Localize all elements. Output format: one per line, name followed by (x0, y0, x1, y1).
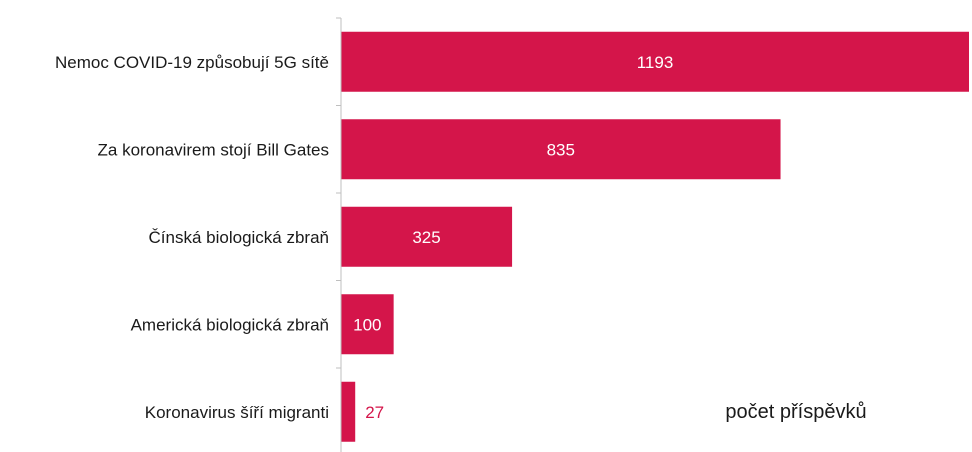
axis-annotation: počet příspěvků (725, 401, 866, 423)
bar (341, 381, 356, 442)
value-label: 27 (365, 403, 384, 422)
bar (341, 206, 513, 267)
category-label: Nemoc COVID-19 způsobují 5G sítě (55, 53, 329, 72)
category-labels-group: Nemoc COVID-19 způsobují 5G sítě Za koron… (55, 53, 329, 422)
bar (341, 31, 969, 92)
category-label: Čínská biologická zbraň (149, 228, 329, 247)
value-label: 1193 (637, 53, 674, 72)
value-label: 325 (412, 228, 440, 247)
category-label: Koronavirus šíří migranti (145, 403, 329, 422)
category-label: Za koronavirem stojí Bill Gates (98, 140, 329, 159)
category-label: Americká biologická zbraň (131, 315, 329, 334)
bar (341, 294, 394, 355)
bars-group (341, 31, 969, 442)
value-labels-group: 1193 835 325 100 27 (353, 53, 673, 422)
value-label: 835 (547, 140, 575, 159)
y-axis-ticks (336, 17, 341, 369)
bar (341, 119, 781, 180)
value-label: 100 (353, 315, 381, 334)
